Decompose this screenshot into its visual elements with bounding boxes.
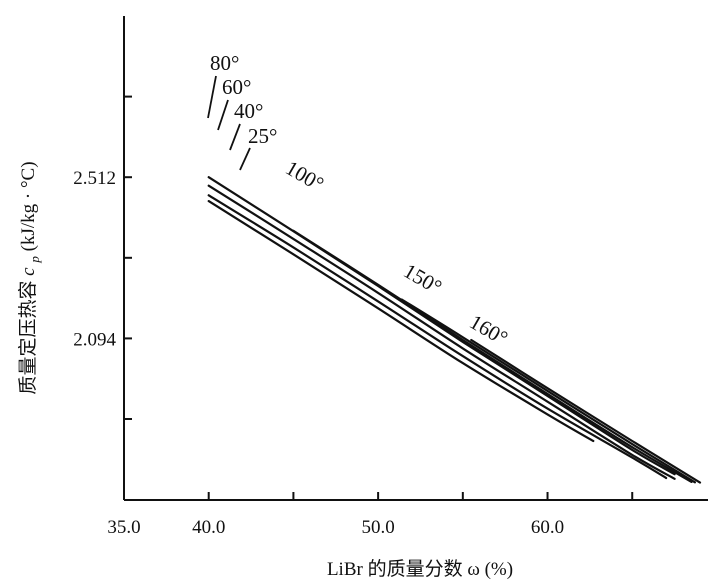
series-label-leader [217, 99, 229, 131]
series-label-40: 40° [234, 99, 263, 123]
x-ticks: 35.0 40.0 50.0 60.0 [107, 492, 634, 538]
y-tick-label: 2.512 [73, 168, 116, 189]
series-label-150: 150° [400, 259, 447, 300]
series-line-60 [207, 184, 676, 480]
x-tick-label: 35.0 [107, 517, 140, 538]
curves [207, 176, 702, 484]
axes [123, 16, 708, 501]
series-label-60: 60° [222, 75, 251, 99]
series-label-leader [239, 147, 251, 171]
x-axis-title: LiBr 的质量分数 ω (%) [327, 558, 513, 580]
series-labels: 80°60°40°25°100°150°160° [207, 51, 512, 350]
series-line-160 [470, 338, 702, 484]
series-label-25: 25° [248, 124, 277, 148]
x-tick-label: 60.0 [531, 517, 564, 538]
series-label-80: 80° [210, 51, 239, 75]
y-axis-title: 质量定压热容 c p (kJ/kg · °C) [17, 161, 44, 394]
series-line-25 [207, 200, 595, 443]
series-line-100 [292, 229, 693, 483]
y-axis-title-subscript: p [27, 256, 42, 264]
x-tick-label: 50.0 [361, 517, 394, 538]
y-axis-title-prefix: 质量定压热容 [17, 276, 39, 395]
series-label-leader [207, 75, 217, 119]
y-axis-title-unit: (kJ/kg · °C) [18, 161, 39, 251]
series-label-100: 100° [282, 156, 329, 197]
y-ticks: 2.512 2.094 [73, 95, 132, 421]
y-tick-label: 2.094 [73, 329, 116, 350]
series-line-150 [400, 298, 696, 484]
x-tick-label: 40.0 [192, 517, 225, 538]
y-axis-title-symbol: c [18, 267, 39, 276]
series-label-leader [229, 123, 241, 151]
series-line-40 [207, 194, 668, 480]
